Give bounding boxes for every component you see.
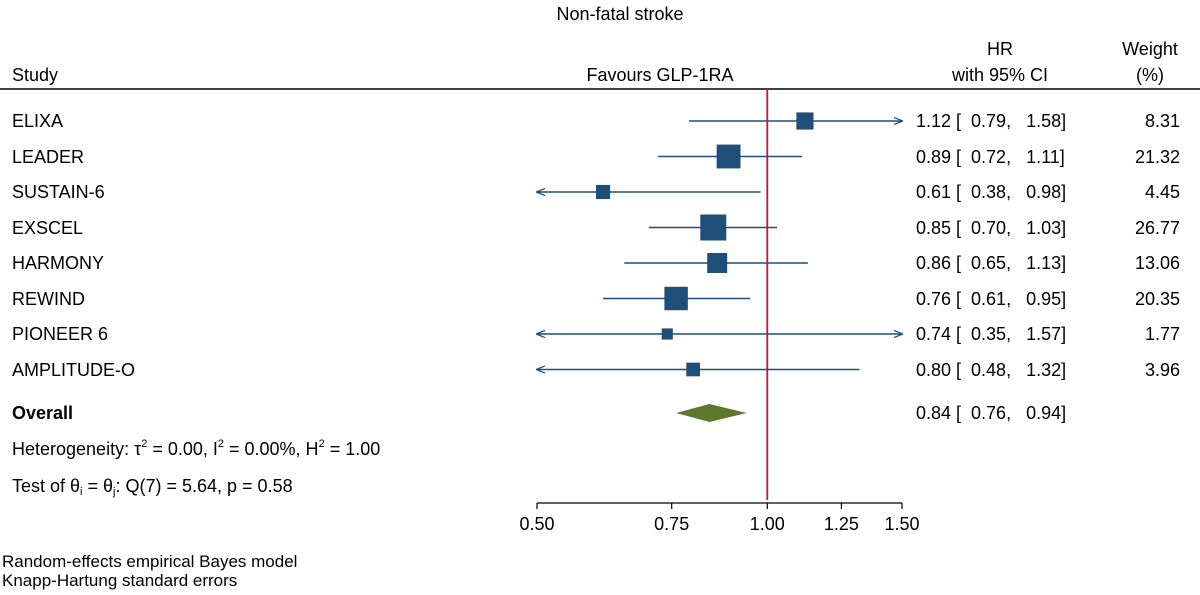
study-name: LEADER — [12, 146, 85, 167]
study-name: EXSCEL — [12, 217, 84, 238]
overall-label: Overall — [12, 403, 74, 423]
test-statistic-text: Test of θi = θj: Q(7) = 5.64, p = 0.58 — [12, 476, 293, 498]
study-name: PIONEER 6 — [12, 324, 109, 344]
overall-diamond — [676, 404, 747, 422]
study-marker — [716, 144, 741, 169]
x-tick-label: 1.00 — [749, 514, 785, 534]
study-marker — [664, 286, 688, 311]
study-ci-text: 0.80 [ 0.48, 1.32] — [916, 359, 1067, 380]
study-weight: 13.06 — [1134, 253, 1180, 273]
x-tick-label: 0.50 — [519, 514, 555, 534]
weight-header-line1: Weight — [1122, 39, 1178, 59]
weight-header-line2: (%) — [1136, 65, 1164, 85]
study-weight: 1.77 — [1144, 324, 1180, 344]
study-weight: 20.35 — [1134, 288, 1180, 309]
x-tick-label: 1.50 — [884, 514, 920, 534]
study-weight: 26.77 — [1134, 217, 1180, 238]
model-note: Random-effects empirical Bayes model — [2, 552, 298, 571]
study-column-header: Study — [12, 65, 59, 85]
study-name: SUSTAIN-6 — [12, 182, 105, 202]
favours-label: Favours GLP-1RA — [586, 65, 734, 85]
study-ci-text: 0.61 [ 0.38, 0.98] — [916, 182, 1067, 202]
study-marker — [700, 214, 727, 241]
hr-header-line1: HR — [987, 39, 1013, 59]
study-marker — [595, 184, 611, 200]
study-weight: 8.31 — [1144, 111, 1180, 131]
study-ci-text: 0.89 [ 0.72, 1.11] — [916, 146, 1065, 167]
heterogeneity-text: Heterogeneity: τ2 = 0.00, I2 = 0.00%, H2… — [12, 438, 381, 459]
hr-header-line2: with 95% CI — [951, 65, 1049, 85]
study-marker — [707, 253, 728, 273]
x-tick-label: 0.75 — [654, 514, 690, 534]
study-weight: 3.96 — [1144, 359, 1180, 380]
study-ci-text: 0.74 [ 0.35, 1.57] — [916, 324, 1067, 344]
x-tick-label: 1.25 — [823, 514, 859, 534]
chart-title: Non-fatal stroke — [556, 4, 684, 24]
study-marker — [796, 112, 814, 130]
study-weight: 21.32 — [1134, 146, 1180, 167]
study-weight: 4.45 — [1144, 182, 1180, 202]
study-name: HARMONY — [12, 253, 105, 273]
overall-ci-text: 0.84 [ 0.76, 0.94] — [916, 403, 1067, 423]
study-name: AMPLITUDE-O — [12, 359, 136, 380]
study-ci-text: 0.76 [ 0.61, 0.95] — [916, 288, 1067, 309]
se-note: Knapp-Hartung standard errors — [2, 571, 238, 590]
study-ci-text: 1.12 [ 0.79, 1.58] — [916, 111, 1067, 131]
study-ci-text: 0.86 [ 0.65, 1.13] — [916, 253, 1067, 273]
study-marker — [686, 362, 700, 377]
study-ci-text: 0.85 [ 0.70, 1.03] — [916, 217, 1067, 238]
study-name: ELIXA — [12, 111, 64, 131]
study-marker — [661, 328, 673, 340]
study-name: REWIND — [12, 288, 85, 309]
